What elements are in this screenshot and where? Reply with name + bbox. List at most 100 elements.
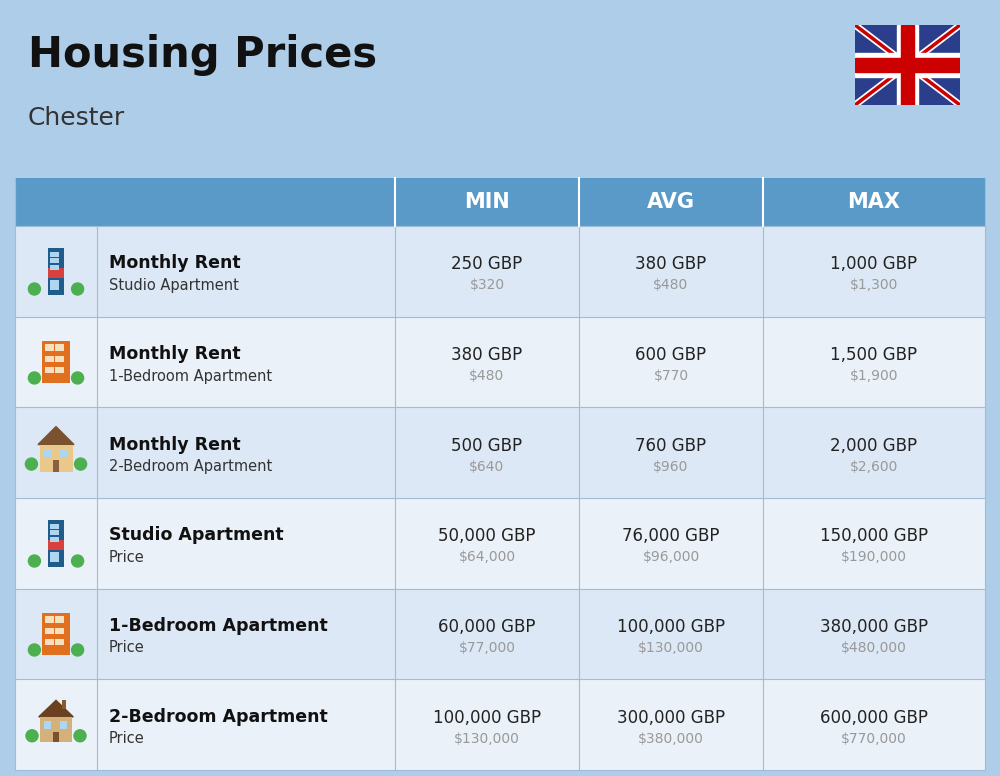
Text: Housing Prices: Housing Prices <box>28 34 377 76</box>
Bar <box>15 498 985 589</box>
Text: $2,600: $2,600 <box>850 459 898 473</box>
Bar <box>55 557 59 563</box>
Text: $480: $480 <box>653 279 689 293</box>
Text: $64,000: $64,000 <box>458 550 516 564</box>
Text: $190,000: $190,000 <box>841 550 907 564</box>
Text: 1,500 GBP: 1,500 GBP <box>830 346 918 364</box>
Bar <box>15 679 985 770</box>
Bar <box>62 700 66 708</box>
Bar <box>60 449 67 457</box>
Bar <box>15 226 985 317</box>
Bar <box>50 557 55 563</box>
Bar <box>55 355 64 362</box>
Bar <box>855 53 960 77</box>
Text: MIN: MIN <box>464 192 510 212</box>
Bar <box>55 552 59 557</box>
Bar <box>55 345 64 351</box>
Bar <box>44 449 52 457</box>
Circle shape <box>72 644 84 656</box>
Bar <box>44 722 51 729</box>
Text: $130,000: $130,000 <box>638 641 704 655</box>
Circle shape <box>72 555 84 567</box>
Bar <box>55 628 64 634</box>
Bar <box>53 460 59 472</box>
Text: Price: Price <box>109 640 145 656</box>
Bar <box>55 286 59 290</box>
Bar <box>55 639 64 646</box>
Text: 1,000 GBP: 1,000 GBP <box>830 255 918 273</box>
Circle shape <box>72 283 84 295</box>
Text: 380 GBP: 380 GBP <box>635 255 707 273</box>
Text: Price: Price <box>109 731 145 747</box>
Bar <box>50 524 55 529</box>
Text: $1,300: $1,300 <box>850 279 898 293</box>
Text: $480: $480 <box>469 369 505 383</box>
Text: 2-Bedroom Apartment: 2-Bedroom Apartment <box>109 708 328 726</box>
Text: 50,000 GBP: 50,000 GBP <box>438 528 536 546</box>
Bar <box>53 732 59 743</box>
Bar <box>55 537 59 542</box>
Text: 100,000 GBP: 100,000 GBP <box>617 618 725 636</box>
Bar <box>50 258 55 263</box>
Text: $640: $640 <box>469 459 505 473</box>
Bar <box>48 268 64 278</box>
Text: Monthly Rent: Monthly Rent <box>109 255 241 272</box>
Bar <box>55 530 59 535</box>
Bar <box>42 613 70 655</box>
Bar <box>897 25 918 105</box>
Text: $1,900: $1,900 <box>850 369 898 383</box>
Circle shape <box>28 555 40 567</box>
Text: 76,000 GBP: 76,000 GBP <box>622 528 720 546</box>
Bar <box>50 552 55 557</box>
Bar <box>15 589 985 679</box>
Circle shape <box>28 644 40 656</box>
Circle shape <box>26 729 38 742</box>
Text: 300,000 GBP: 300,000 GBP <box>617 708 725 726</box>
Circle shape <box>72 372 84 384</box>
Text: $480,000: $480,000 <box>841 641 907 655</box>
Bar <box>48 520 64 566</box>
Bar <box>855 58 960 72</box>
Text: 2-Bedroom Apartment: 2-Bedroom Apartment <box>109 459 272 474</box>
Text: Chester: Chester <box>28 106 125 130</box>
Circle shape <box>28 372 40 384</box>
Bar <box>15 178 985 226</box>
Text: 500 GBP: 500 GBP <box>451 437 523 455</box>
Bar <box>50 286 55 290</box>
Bar <box>40 717 72 743</box>
Bar <box>55 616 64 622</box>
Text: $320: $320 <box>469 279 505 293</box>
Text: Studio Apartment: Studio Apartment <box>109 526 284 544</box>
Bar <box>55 524 59 529</box>
Bar <box>55 265 59 270</box>
Text: MAX: MAX <box>848 192 900 212</box>
Bar <box>55 251 59 257</box>
Bar <box>45 628 54 634</box>
Bar <box>50 530 55 535</box>
Text: Monthly Rent: Monthly Rent <box>109 435 241 454</box>
Text: $77,000: $77,000 <box>458 641 516 655</box>
Bar <box>50 279 55 285</box>
Bar <box>48 248 64 295</box>
Bar <box>50 265 55 270</box>
Bar <box>48 539 64 550</box>
Bar <box>60 722 67 729</box>
Bar <box>42 341 70 383</box>
Bar <box>15 317 985 407</box>
Text: $130,000: $130,000 <box>454 732 520 746</box>
Polygon shape <box>38 427 74 445</box>
Text: 600,000 GBP: 600,000 GBP <box>820 708 928 726</box>
Bar <box>55 367 64 373</box>
Bar <box>45 345 54 351</box>
Circle shape <box>28 283 40 295</box>
Text: 2,000 GBP: 2,000 GBP <box>830 437 918 455</box>
Bar <box>50 537 55 542</box>
Circle shape <box>75 458 87 470</box>
Circle shape <box>74 729 86 742</box>
Text: 100,000 GBP: 100,000 GBP <box>433 708 541 726</box>
Text: $770: $770 <box>653 369 689 383</box>
Text: Price: Price <box>109 550 145 565</box>
Bar <box>50 251 55 257</box>
Bar <box>55 279 59 285</box>
Text: 760 GBP: 760 GBP <box>635 437 707 455</box>
